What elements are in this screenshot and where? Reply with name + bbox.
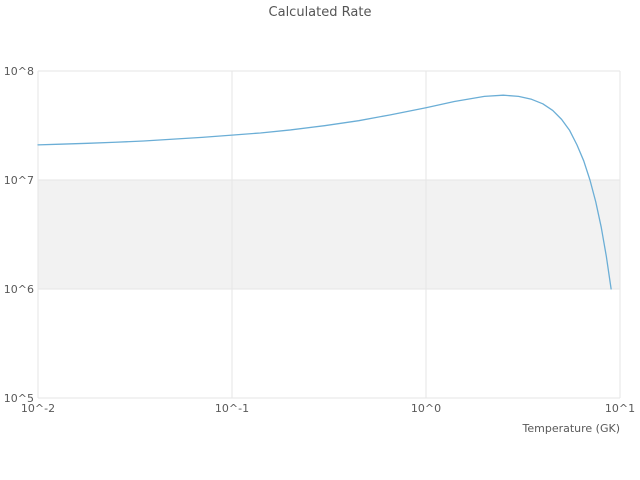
y-tick-label: 10^8 [4, 65, 34, 78]
y-tick-label: 10^5 [4, 392, 34, 405]
x-tick-label: 10^1 [605, 402, 635, 415]
plot-area: 10^-2 10^-1 10^0 10^1 10^5 10^6 10^7 10^8 [4, 65, 635, 415]
shaded-band [38, 180, 620, 289]
x-tick-label: 10^0 [411, 402, 441, 415]
y-tick-label: 10^7 [4, 174, 34, 187]
series-line-calculated-rate [37, 94, 612, 290]
y-tick-label: 10^6 [4, 283, 34, 296]
x-tick-label: 10^-2 [21, 402, 55, 415]
chart-title: Calculated Rate [269, 5, 372, 20]
x-tick-label: 10^-1 [215, 402, 249, 415]
x-axis-label: Temperature (GK) [522, 422, 621, 435]
